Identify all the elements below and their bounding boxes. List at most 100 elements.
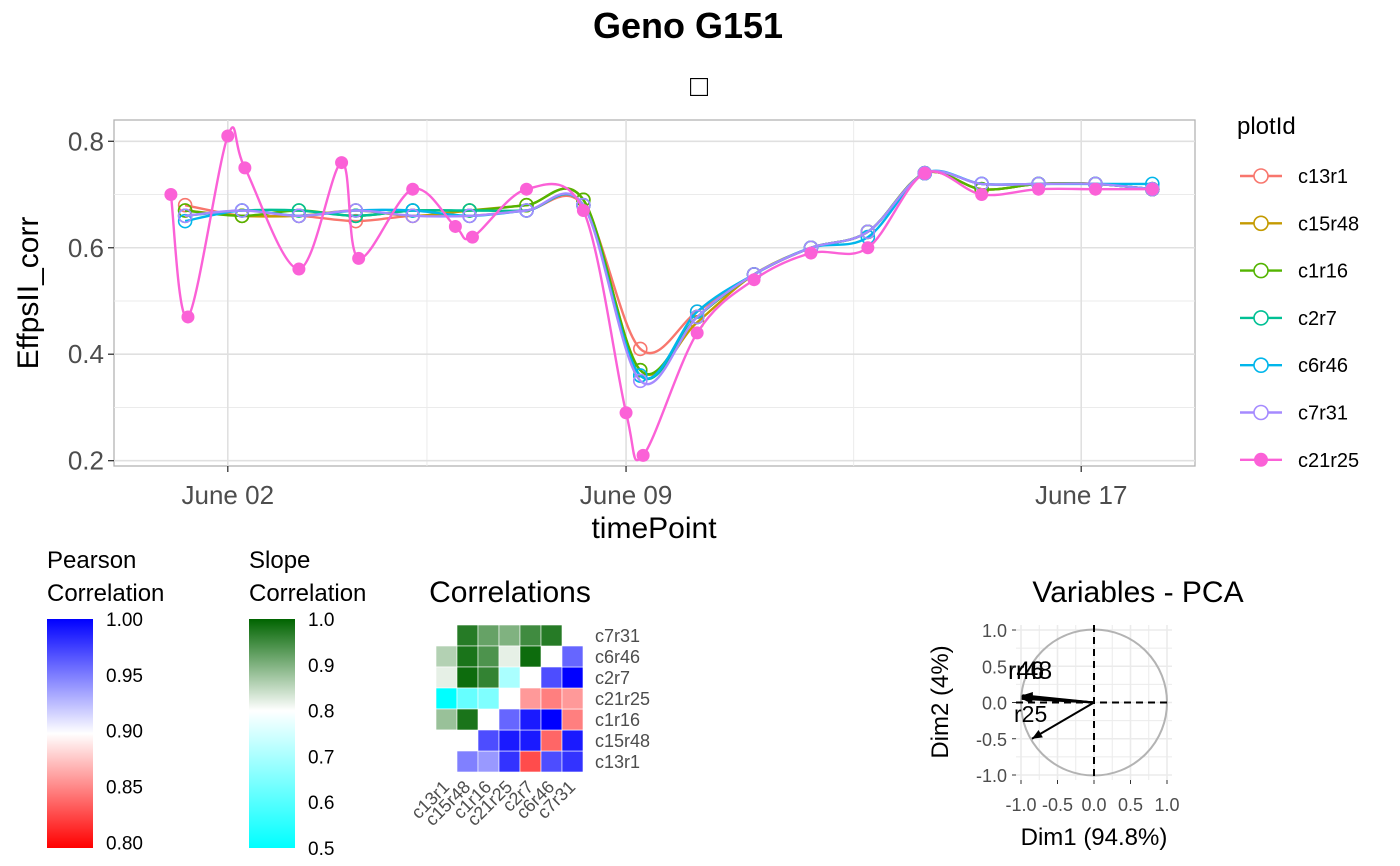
heatmap-cell-diagonal <box>499 688 520 709</box>
heatmap-cell-pearson <box>540 729 563 752</box>
legend-key-marker-c15r48 <box>1253 215 1269 232</box>
plotid-legend: plotId c13r1 c15r48 c1r16 c2r7 c6r46 c7r31 c21… <box>1237 113 1359 472</box>
legend-key-marker-c13r1 <box>1253 168 1269 184</box>
pca-x-tick-label: -1.0 <box>1005 795 1036 815</box>
series-c21r25 <box>164 126 1159 462</box>
slope-legend-title-2: Correlation <box>249 580 366 607</box>
main-x-ticks: June 02 June 09 June 17 <box>182 466 1128 510</box>
x-tick-label: June 09 <box>580 480 673 510</box>
heatmap-cell-slope <box>477 624 500 647</box>
y-tick-label: 0.2 <box>68 446 104 476</box>
heatmap-cell-slope <box>519 645 542 668</box>
legend-label-c13r1: c13r1 <box>1298 166 1348 188</box>
legend-key-marker-c6r46 <box>1253 357 1269 374</box>
heatmap-cell-slope <box>477 666 500 689</box>
data-point-c21r25 <box>619 406 633 420</box>
main-y-axis-title: EffpsII_corr <box>12 217 45 370</box>
pca-x-tick-label: -0.5 <box>1042 795 1073 815</box>
pca-y-axis-title: Dim2 (4%) <box>927 645 954 758</box>
colorbar-label: 0.95 <box>106 666 143 687</box>
main-line-plot: 0.2 0.4 0.6 0.8 June 02 June 09 June 17 <box>68 119 1196 510</box>
pca-y-tick-label: -1.0 <box>976 766 1007 786</box>
data-point-c21r25 <box>1032 182 1046 196</box>
data-point-c7r31 <box>519 203 534 218</box>
colorbar-label: 0.9 <box>308 656 334 677</box>
data-point-c21r25 <box>352 251 366 265</box>
heatmap-cell-pearson <box>561 708 584 731</box>
colorbar-label: 1.00 <box>106 610 143 631</box>
heatmap-cell-diagonal <box>478 709 499 730</box>
heatmap-cell-pearson <box>519 750 542 773</box>
main-plot-panel <box>113 119 1196 467</box>
heatmap-cell-slope <box>435 624 458 647</box>
heatmap-row-label: c15r48 <box>595 731 650 751</box>
data-point-c7r31 <box>405 208 420 224</box>
heatmap-cell-slope <box>435 687 458 710</box>
heatmap-cell-diagonal <box>520 667 541 688</box>
main-y-ticks: 0.2 0.4 0.6 0.8 <box>68 126 114 476</box>
colorbar-label: 0.8 <box>308 702 334 723</box>
data-point-c21r25 <box>238 161 252 175</box>
heatmap-cell-pearson <box>561 750 584 773</box>
heatmap-row-label: c1r16 <box>595 710 640 730</box>
data-point-c21r25 <box>292 262 306 276</box>
pearson-colorbar <box>47 619 93 848</box>
heatmap-cell-slope <box>456 687 479 710</box>
data-point-c1r16 <box>177 203 193 218</box>
main-series-group <box>164 126 1160 462</box>
data-point-c21r25 <box>918 166 932 180</box>
heatmap-cell-pearson <box>498 708 521 731</box>
data-point-c21r25 <box>465 230 479 244</box>
y-tick-label: 0.4 <box>68 339 104 369</box>
heatmap-cell-slope <box>519 624 542 647</box>
pca-y-tick-label: 0.5 <box>982 657 1007 677</box>
data-point-c7r31 <box>462 208 477 224</box>
data-point-c21r25 <box>1145 182 1159 196</box>
pca-y-tick-label: 0.0 <box>982 694 1007 714</box>
data-point-c21r25 <box>221 129 235 143</box>
heatmap-cell-slope <box>435 708 458 731</box>
heatmap-cell-pearson <box>561 645 584 668</box>
heatmap-cell-slope <box>498 624 521 647</box>
data-point-c21r25 <box>164 188 178 202</box>
heatmap-row-label: c6r46 <box>595 647 640 667</box>
heatmap-cell-diagonal <box>436 751 457 772</box>
data-point-c21r25 <box>747 273 761 287</box>
x-tick-label: June 17 <box>1035 480 1128 510</box>
pca-x-axis-title: Dim1 (94.8%) <box>1021 824 1168 851</box>
legend-label-c7r31: c7r31 <box>1298 403 1348 425</box>
heatmap-row-label: c7r31 <box>595 626 640 646</box>
plotid-legend-title: plotId <box>1237 113 1296 140</box>
pca-vector <box>1022 696 1095 704</box>
pca-y-tick-label: -0.5 <box>976 730 1007 750</box>
colorbar-label: 0.90 <box>106 722 143 743</box>
data-point-c7r31 <box>689 309 705 325</box>
heatmap-row-label: c21r25 <box>595 689 650 709</box>
data-point-c21r25 <box>1088 182 1102 196</box>
pca-vector <box>1031 701 1095 740</box>
heatmap-cell-pearson <box>561 666 584 689</box>
heatmap-cell-pearson <box>519 687 542 710</box>
heatmap-cell-pearson <box>540 666 563 689</box>
heatmap-cell-pearson <box>498 729 521 752</box>
heatmap-cell-slope <box>477 645 500 668</box>
chart-subtitle: □ <box>690 70 709 103</box>
pca-vector-label-cluster: r25 <box>1014 701 1047 727</box>
heatmap-row-label: c13r1 <box>595 752 640 772</box>
data-point-c21r25 <box>636 448 650 462</box>
heatmap-cell-pearson <box>477 729 500 752</box>
heatmap-cell-slope <box>435 729 458 752</box>
series-line-c7r31 <box>184 169 1153 386</box>
heatmap-title: Correlations <box>429 576 591 609</box>
heatmap-cell-slope <box>456 645 479 668</box>
heatmap-row-label: c2r7 <box>595 668 630 688</box>
heatmap-cell-slope <box>456 708 479 731</box>
data-point-c21r25 <box>690 326 704 340</box>
data-point-c7r31 <box>632 373 648 389</box>
heatmap-cell-pearson <box>519 729 542 752</box>
heatmap-cell-diagonal <box>562 625 583 646</box>
pca-x-tick-label: 0.5 <box>1118 795 1143 815</box>
heatmap-cell-pearson <box>540 750 563 773</box>
legend-key-marker-c1r16 <box>1253 262 1269 279</box>
